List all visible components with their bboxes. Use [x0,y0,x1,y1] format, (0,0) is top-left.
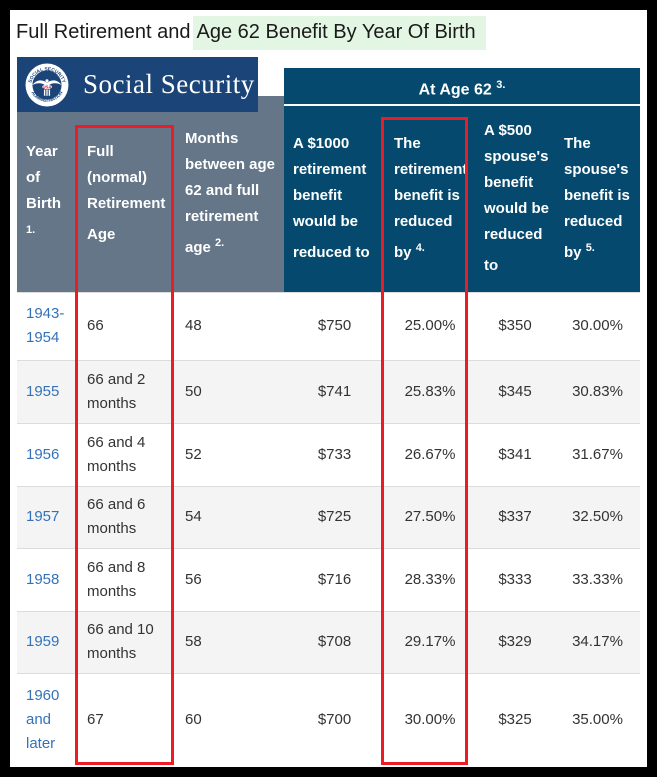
table-row: 1955 66 and 2 months 50 $741 25.83% $345… [17,359,640,423]
year-cell: 1959 [17,610,78,673]
benefit-reduction-cell: 29.17% [385,610,475,673]
spouse-reduction-cell: 30.00% [555,291,640,360]
col-header-spouse-reduction: The spouse's benefit is reduced by 5. [555,96,640,292]
page-title-highlighted: Age 62 Benefit By Year Of Birth [192,16,486,50]
spouse-500-cell: $350 [475,291,555,360]
spouse-reduction-cell: 34.17% [555,610,640,673]
year-cell: 1957 [17,485,78,548]
fra-cell: 66 and 10 months [78,610,176,673]
spouse-500-cell: $341 [475,422,555,486]
months-cell: 48 [176,291,284,360]
benefit-1000-cell: $733 [284,422,385,486]
fra-cell: 66 [78,291,176,360]
retirement-benefit-table: Year of Birth 1. Full (normal) Retiremen… [17,96,640,766]
table-row: 1959 66 and 10 months 58 $708 29.17% $32… [17,610,640,673]
fra-cell: 66 and 2 months [78,359,176,423]
spouse-reduction-cell: 31.67% [555,422,640,486]
spouse-reduction-cell: 33.33% [555,547,640,611]
year-cell: 1943-1954 [17,291,78,360]
year-cell: 1958 [17,547,78,611]
fra-cell: 67 [78,672,176,766]
benefit-1000-cell: $750 [284,291,385,360]
year-link[interactable]: 1959 [26,633,60,650]
page-title-plain: Full Retirement and [16,21,191,43]
footnote-marker: 5. [585,242,595,255]
months-cell: 52 [176,422,284,486]
ssa-wordmark: Social Security [83,69,255,99]
benefit-1000-cell: $725 [284,485,385,548]
fra-cell: 66 and 4 months [78,422,176,486]
col-header-benefit-reduction: The retirement benefit is reduced by 4. [385,96,475,292]
at-age-62-group-header: At Age 62 3. [284,68,640,106]
months-cell: 58 [176,610,284,673]
months-cell: 56 [176,547,284,611]
year-cell: 1955 [17,359,78,423]
year-link[interactable]: 1960 and later [26,686,60,752]
footnote-marker: 3. [496,79,506,91]
col-header-spouse-500: A $500 spouse's benefit would be reduced… [475,96,555,292]
benefit-reduction-cell: 25.00% [385,291,475,360]
spouse-reduction-cell: 32.50% [555,485,640,548]
spouse-reduction-cell: 30.83% [555,359,640,423]
benefit-reduction-cell: 28.33% [385,547,475,611]
spouse-500-cell: $337 [475,485,555,548]
year-link[interactable]: 1956 [26,445,60,463]
year-link[interactable]: 1957 [26,508,60,525]
table-row: 1960 and later 67 60 $700 30.00% $325 35… [17,672,640,766]
seal-usa-text: USA [42,84,51,89]
header-row: Year of Birth 1. Full (normal) Retiremen… [17,96,640,292]
year-link[interactable]: 1958 [26,570,60,588]
fra-cell: 66 and 8 months [78,547,176,611]
spouse-reduction-cell: 35.00% [555,672,640,766]
year-link[interactable]: 1955 [26,382,60,400]
at-age-62-label: At Age 62 [418,81,492,99]
benefit-table: At Age 62 3. Year of Birth 1. Full (norm… [17,57,640,767]
benefit-1000-cell: $708 [284,610,385,673]
year-cell: 1956 [17,422,78,486]
months-cell: 50 [176,359,284,423]
page-title: Full Retirement and Age 62 Benefit By Yea… [16,16,486,50]
seal-eagle-icon [32,79,62,85]
footnote-marker: 1. [26,224,36,237]
col-header-year-of-birth: Year of Birth 1. [17,96,78,292]
benefit-reduction-cell: 25.83% [385,359,475,423]
spouse-500-cell: $325 [475,672,555,766]
ssa-logo-banner[interactable]: SOCIAL SECURITY ADMINISTRATION USA Socia… [17,57,258,112]
benefit-reduction-cell: 30.00% [385,672,475,766]
footnote-marker: 4. [415,242,425,255]
col-header-months-between: Months between age 62 and full retiremen… [176,96,284,292]
fra-cell: 66 and 6 months [78,485,176,548]
spouse-500-cell: $333 [475,547,555,611]
year-cell: 1960 and later [17,672,78,766]
year-link[interactable]: 1943-1954 [26,305,65,346]
months-cell: 60 [176,672,284,766]
benefit-1000-cell: $700 [284,672,385,766]
table-row: 1943-1954 66 48 $750 25.00% $350 30.00% [17,291,640,360]
benefit-1000-cell: $741 [284,359,385,423]
spouse-500-cell: $345 [475,359,555,423]
col-header-full-retirement-age: Full (normal) Retirement Age [78,96,176,292]
table-row: 1957 66 and 6 months 54 $725 27.50% $337… [17,485,640,548]
spouse-500-cell: $329 [475,610,555,673]
benefit-reduction-cell: 27.50% [385,485,475,548]
footnote-marker: 2. [215,237,225,250]
col-header-benefit-1000: A $1000 retirement benefit would be redu… [284,96,385,292]
table-row: 1956 66 and 4 months 52 $733 26.67% $341… [17,422,640,486]
benefit-reduction-cell: 26.67% [385,422,475,486]
ssa-seal-icon: SOCIAL SECURITY ADMINISTRATION USA [25,63,69,106]
months-cell: 54 [176,485,284,548]
benefit-1000-cell: $716 [284,547,385,611]
table-row: 1958 66 and 8 months 56 $716 28.33% $333… [17,547,640,611]
